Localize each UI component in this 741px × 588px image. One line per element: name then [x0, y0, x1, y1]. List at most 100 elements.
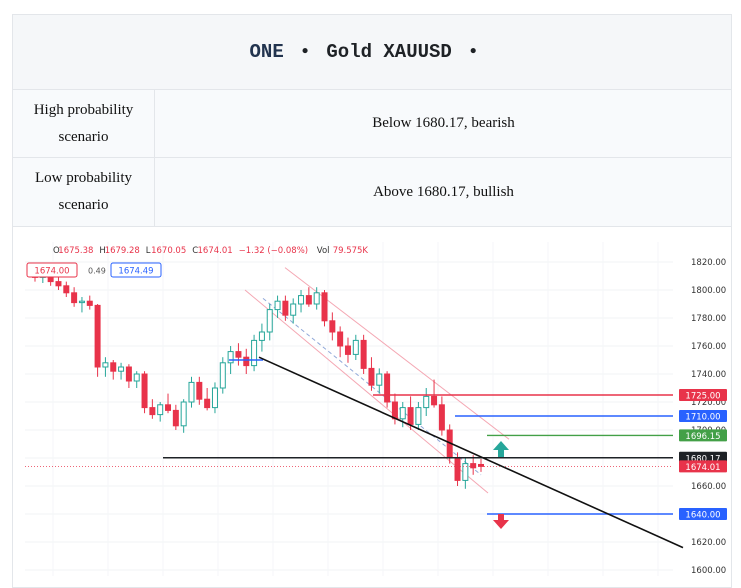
chart-svg[interactable]: 1820.00 1800.00 1780.00 1760.00 1740.00 1720.…: [13, 236, 729, 576]
candle-bull: [266, 309, 273, 333]
price-label-box: [679, 508, 727, 520]
trend-line: [258, 356, 684, 549]
y-tick-label: 1820.00: [691, 258, 726, 268]
bid-price: 1674.00: [34, 267, 69, 277]
ohlc-readout-item: 79.575K: [333, 246, 369, 256]
candle-bull: [313, 292, 320, 305]
candle-bull: [133, 373, 140, 382]
candle-bull: [102, 362, 109, 368]
candle-bear: [141, 373, 148, 409]
y-tick-label: 1720.00: [691, 398, 726, 408]
y-tick-label: 1660.00: [691, 482, 726, 492]
candle-bear: [407, 407, 414, 425]
candle-bear: [470, 463, 477, 469]
candle-bull: [188, 381, 195, 403]
price-label-text: 1710.00: [685, 413, 720, 423]
scenario-label: Low probability scenario: [13, 158, 155, 226]
scenario-value: Above 1680.17, bullish: [373, 183, 514, 200]
instrument-symbol: Gold XAUUSD: [326, 41, 452, 63]
y-tick-label: 1780.00: [691, 314, 726, 324]
candle-bull: [219, 362, 226, 389]
candle-bear: [94, 304, 101, 368]
candle-bull: [423, 395, 430, 409]
separator-dot: •: [469, 41, 477, 62]
spread-value: 0.49: [88, 267, 106, 276]
candle-bull: [274, 300, 281, 311]
candle-bear: [321, 292, 328, 322]
candle-bull: [399, 407, 406, 420]
scenario-label: High probability scenario: [13, 90, 155, 157]
price-label-text: 1696.15: [685, 432, 720, 442]
candle-bull: [78, 300, 85, 304]
bid-box: [26, 262, 78, 278]
candle-bear: [172, 409, 179, 427]
candle-bear: [243, 356, 250, 367]
candle-bear: [391, 401, 398, 420]
candle-bear: [344, 345, 351, 355]
candle-bull: [211, 387, 218, 409]
candle-bear: [305, 295, 312, 305]
ask-price: 1674.49: [118, 267, 153, 277]
price-label-text: 1640.00: [685, 511, 720, 521]
candle-bear: [282, 300, 289, 316]
candle-bear: [71, 292, 78, 304]
y-tick-label: 1800.00: [691, 286, 726, 296]
candle-bull: [157, 404, 164, 416]
candle-bull: [290, 303, 297, 316]
arrow-down-icon: [493, 514, 509, 529]
candle-bear: [165, 404, 172, 411]
candle-bear: [110, 362, 117, 372]
arrow-up-icon: [493, 441, 509, 457]
ohlc-readout-item: 1679.28: [105, 246, 140, 256]
scenario-value: Below 1680.17, bearish: [372, 115, 515, 131]
price-label-text: 1725.00: [685, 392, 720, 402]
candle-bull: [462, 463, 469, 481]
scenario-row-high: High probability scenario Below 1680.17,…: [13, 90, 731, 158]
candle-bear: [125, 366, 132, 382]
candle-bull: [415, 407, 422, 425]
y-tick-label: 1760.00: [691, 342, 726, 352]
y-tick-label: 1600.00: [691, 566, 726, 576]
ohlc-readout-item: 1670.05: [151, 246, 186, 256]
candle-bull: [251, 339, 258, 367]
ask-box: [110, 262, 162, 278]
ohlc-readout-item: H: [99, 246, 105, 256]
price-label-box: [679, 429, 727, 442]
ohlc-readout-item: O: [53, 246, 60, 256]
ohlc-readout-item: C: [192, 246, 198, 256]
candle-bear: [196, 381, 203, 400]
candle-bear: [63, 285, 70, 294]
ohlc-readout-item: 1674.01: [198, 246, 233, 256]
candle-bear: [86, 300, 93, 306]
candle-bear: [438, 404, 445, 431]
candle-bear: [337, 331, 344, 347]
y-tick-label: 1740.00: [691, 370, 726, 380]
price-label-box: [679, 410, 727, 422]
price-label-text: 1674.01: [685, 463, 720, 473]
candle-bull: [352, 339, 359, 355]
y-tick-label: 1620.00: [691, 538, 726, 548]
candle-bull: [258, 331, 265, 341]
title-bar: ONE • Gold XAUUSD •: [13, 15, 731, 90]
ohlc-readout-item: L: [146, 246, 151, 256]
ohlc-readout-item: Vol: [317, 246, 330, 256]
candle-bear: [235, 351, 242, 358]
candle-bull: [180, 401, 187, 427]
candle-bear: [384, 373, 391, 403]
price-label-text: 1680.17: [685, 454, 720, 464]
candle-bear: [360, 339, 367, 369]
channel-midline: [262, 298, 482, 476]
candle-bear: [149, 407, 156, 416]
candle-bear: [431, 395, 438, 406]
candle-bull: [118, 366, 125, 372]
price-chart[interactable]: 1820.00 1800.00 1780.00 1760.00 1740.00 1720.…: [13, 236, 729, 576]
candle-bear: [55, 281, 62, 287]
candle-bull: [376, 373, 383, 386]
candle-bull: [298, 295, 305, 305]
price-label-box: [679, 460, 727, 473]
price-label-box: [679, 389, 727, 401]
candle-bear: [204, 398, 211, 409]
ohlc-readout-item: 1675.38: [58, 246, 93, 256]
ohlc-readout-item: −1.32 (−0.08%): [239, 246, 309, 256]
channel-line: [244, 289, 489, 494]
